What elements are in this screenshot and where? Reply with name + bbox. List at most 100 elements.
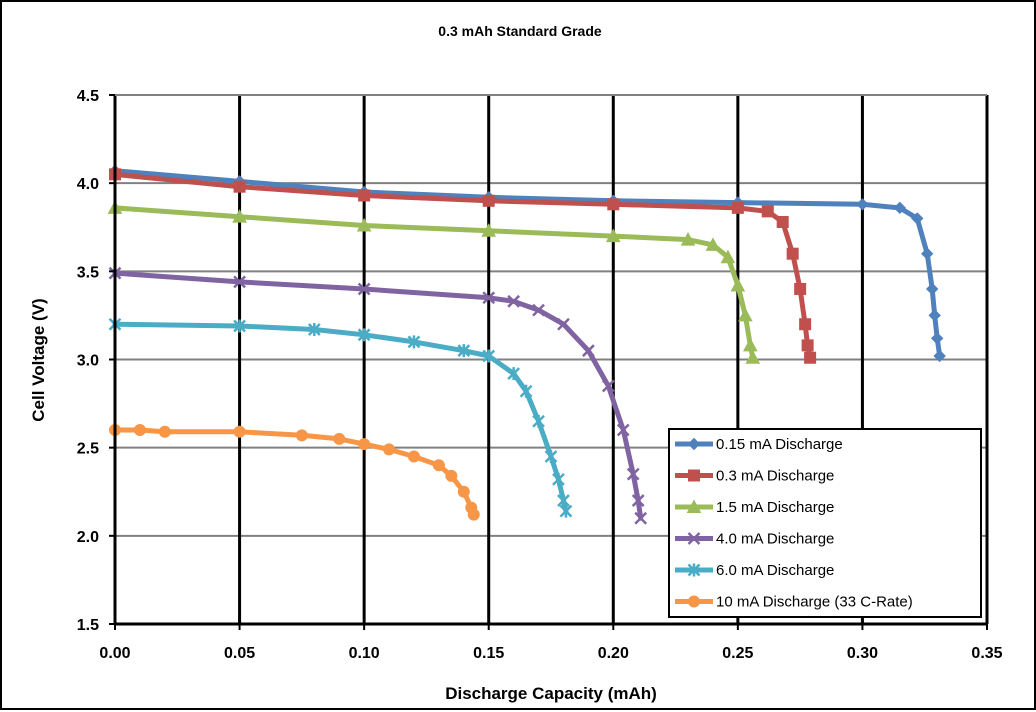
legend-label: 10 mA Discharge (33 C-Rate)	[716, 594, 913, 611]
data-point	[519, 384, 533, 398]
data-point	[559, 504, 573, 518]
data-point	[928, 309, 941, 322]
data-point	[507, 367, 521, 381]
data-point	[794, 282, 807, 295]
legend-swatch-marker	[687, 437, 701, 451]
data-point	[357, 328, 371, 342]
data-point	[557, 317, 570, 331]
series-layer	[107, 164, 946, 525]
data-point	[356, 217, 372, 232]
data-point	[680, 232, 696, 246]
y-tick-label: 3.5	[77, 264, 99, 281]
data-point	[745, 350, 761, 364]
data-point	[507, 294, 521, 308]
data-point	[482, 194, 495, 207]
data-point	[933, 349, 946, 363]
y-axis-label: Cell Voltage (V)	[29, 298, 48, 421]
y-tick-label: 2.0	[77, 529, 99, 546]
x-tick-label: 0.00	[99, 645, 130, 662]
data-point	[158, 425, 171, 438]
data-point	[358, 189, 371, 202]
data-point	[358, 438, 371, 451]
data-point	[233, 319, 246, 333]
data-point	[720, 249, 736, 264]
x-tick-label: 0.10	[349, 645, 380, 662]
data-point	[383, 443, 396, 456]
data-point	[601, 379, 615, 393]
data-point	[607, 198, 620, 211]
data-point	[357, 282, 371, 296]
data-point	[407, 335, 421, 349]
data-point	[801, 339, 814, 352]
data-point	[581, 344, 595, 358]
y-tick-label: 1.5	[77, 617, 99, 634]
y-tick-label: 3.0	[77, 353, 99, 370]
data-point	[742, 337, 758, 352]
data-point	[532, 303, 545, 317]
legend: 0.15 mA Discharge 0.3 mA Discharge 1.5 mA …	[668, 428, 982, 618]
data-point	[482, 349, 496, 363]
legend-box	[668, 428, 982, 618]
data-point	[731, 201, 744, 214]
data-point	[786, 247, 799, 260]
data-point	[893, 201, 907, 215]
axis-layer: 1.5 2.0 2.5 3.0 3.5 4.0 4.5 0.00 0.05 0.10 0.15 0.2…	[77, 88, 1003, 662]
data-point	[407, 450, 420, 463]
series-4	[108, 266, 648, 525]
legend-label: 0.3 mA Discharge	[716, 468, 834, 485]
x-tick-label: 0.15	[473, 645, 504, 662]
y-tick-label: 2.5	[77, 441, 99, 458]
legend-swatch-marker	[687, 532, 701, 545]
data-point	[552, 472, 565, 486]
y-tick-label: 4.5	[77, 88, 99, 105]
data-point	[911, 212, 924, 225]
data-point	[730, 277, 746, 292]
data-point	[776, 215, 789, 228]
data-point	[532, 414, 545, 428]
x-tick-label: 0.25	[722, 645, 753, 662]
legend-label: 4.0 mA Discharge	[716, 531, 834, 548]
data-point	[133, 424, 146, 437]
data-point	[616, 423, 630, 437]
data-point	[481, 223, 497, 237]
data-point	[799, 318, 812, 331]
data-point	[631, 494, 645, 507]
data-point	[445, 469, 458, 482]
data-point	[761, 205, 774, 218]
legend-label: 1.5 mA Discharge	[716, 499, 834, 516]
data-point	[804, 351, 817, 364]
legend-swatch-marker	[686, 499, 702, 513]
data-point	[233, 275, 246, 289]
data-point	[920, 247, 934, 260]
x-tick-label: 0.30	[847, 645, 878, 662]
series-6	[109, 424, 480, 521]
data-point	[705, 237, 721, 251]
data-point	[333, 432, 346, 445]
data-point	[233, 425, 246, 438]
data-point	[307, 323, 321, 337]
data-point	[232, 209, 247, 223]
x-axis-label: Discharge Capacity (mAh)	[445, 684, 657, 703]
legend-swatch-marker	[688, 595, 700, 608]
x-tick-label: 0.20	[598, 645, 629, 662]
data-point	[557, 494, 570, 508]
data-point	[467, 508, 480, 521]
x-tick-label: 0.35	[971, 645, 1002, 662]
y-tick-label: 4.0	[77, 176, 99, 193]
data-point	[925, 282, 939, 296]
data-point	[457, 485, 470, 498]
data-point	[457, 344, 471, 358]
data-point	[233, 180, 246, 193]
series-3	[107, 200, 761, 364]
legend-swatch-marker	[688, 469, 700, 482]
data-point	[626, 467, 640, 481]
data-point	[295, 429, 308, 442]
x-tick-label: 0.05	[224, 645, 255, 662]
data-point	[930, 332, 944, 345]
data-point	[856, 198, 869, 211]
data-point	[737, 307, 753, 322]
legend-swatch-marker	[687, 563, 701, 577]
data-point	[482, 291, 496, 305]
